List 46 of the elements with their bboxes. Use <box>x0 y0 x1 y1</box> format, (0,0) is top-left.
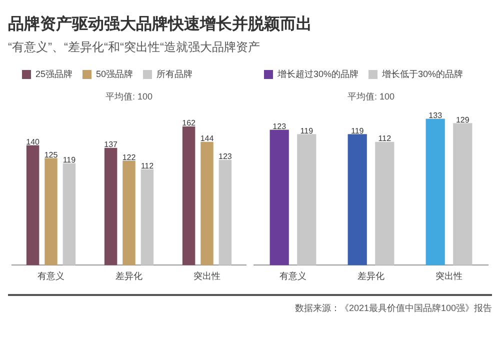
data-label: 162 <box>182 118 196 128</box>
bar <box>348 134 367 266</box>
data-label: 122 <box>122 152 136 162</box>
legend-label: 增长超过30%的品牌 <box>276 68 359 79</box>
data-label: 112 <box>140 161 154 170</box>
bar <box>26 145 40 266</box>
data-label: 133 <box>428 110 443 120</box>
bar <box>140 169 154 266</box>
chart-subtitle: “有意义”、“差异化“和“突出性“造就强大品牌资产 <box>8 39 261 56</box>
bar <box>426 118 445 266</box>
bar <box>200 142 214 266</box>
data-label: 129 <box>456 115 470 124</box>
x-tick-label: 差异化 <box>116 271 142 282</box>
text: 平均值: 100 <box>105 91 153 102</box>
x-tick-label: 有意义 <box>38 271 64 282</box>
data-label: 112 <box>378 134 392 144</box>
x-tick-label: 突出性 <box>436 271 462 282</box>
bar <box>122 160 136 266</box>
bar <box>270 130 289 266</box>
bar <box>104 148 118 266</box>
x-tick-label: 差异化 <box>358 271 384 282</box>
legend-label: 50强品牌 <box>96 68 134 79</box>
data-label: 137 <box>104 140 118 150</box>
data-label: 140 <box>26 137 40 146</box>
legend-label: 25强品牌 <box>36 68 73 79</box>
bar <box>218 160 232 266</box>
bar <box>453 123 472 266</box>
data-label: 123 <box>272 122 287 131</box>
source-note: 数据来源：《2021最具价值中国品牌100强》报告 <box>294 302 492 315</box>
x-tick-label: 有意义 <box>280 271 306 282</box>
bar <box>182 126 196 266</box>
legend-label: 增长低于30%的品牌 <box>381 68 464 79</box>
data-label: 144 <box>200 134 214 144</box>
data-label: 123 <box>218 152 232 162</box>
x-tick-label: 突出性 <box>194 271 220 282</box>
text: 平均值: 100 <box>347 91 395 102</box>
bar <box>62 163 76 266</box>
legend-label: 所有品牌 <box>156 68 193 79</box>
bar <box>375 142 394 266</box>
data-label: 119 <box>300 126 314 136</box>
bar <box>297 134 316 266</box>
data-label: 119 <box>62 155 76 164</box>
data-label: 119 <box>350 126 364 136</box>
bar <box>44 158 58 266</box>
chart-title: 品牌资产驱动强大品牌快速增长并脱颖而出 <box>8 14 313 35</box>
data-label: 125 <box>44 150 58 160</box>
